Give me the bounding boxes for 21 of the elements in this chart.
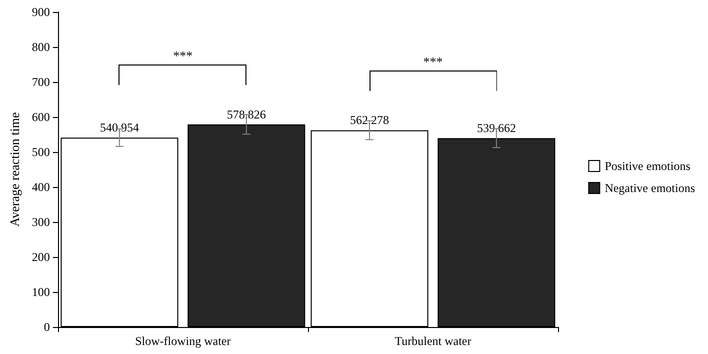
annotation: *** — [423, 54, 443, 70]
x-tick-label: Turbulent water — [394, 334, 472, 348]
y-tick-label: 200 — [32, 250, 50, 264]
y-tick-label: 600 — [32, 110, 50, 124]
annotation: *** — [173, 48, 193, 64]
y-tick-label: 0 — [44, 320, 50, 334]
y-tick-label: 700 — [32, 75, 50, 89]
y-tick-label: 300 — [32, 215, 50, 229]
data-label: 578.826 — [226, 107, 266, 122]
data-label: 540.954 — [100, 120, 139, 135]
y-tick-label: 900 — [32, 5, 50, 19]
data-label: 539.662 — [476, 121, 516, 136]
legend-label: Positive emotions — [604, 159, 691, 173]
data-label: 562.278 — [350, 113, 390, 128]
x-tick-label: Slow-flowing water — [135, 334, 231, 348]
y-tick-label: 400 — [32, 180, 50, 194]
y-tick-label: 500 — [32, 145, 50, 159]
legend-label: Negative emotions — [604, 181, 696, 195]
y-tick-label: 800 — [32, 40, 50, 54]
y-axis-title: Average reaction time — [7, 112, 22, 227]
y-tick-label: 100 — [32, 285, 50, 299]
